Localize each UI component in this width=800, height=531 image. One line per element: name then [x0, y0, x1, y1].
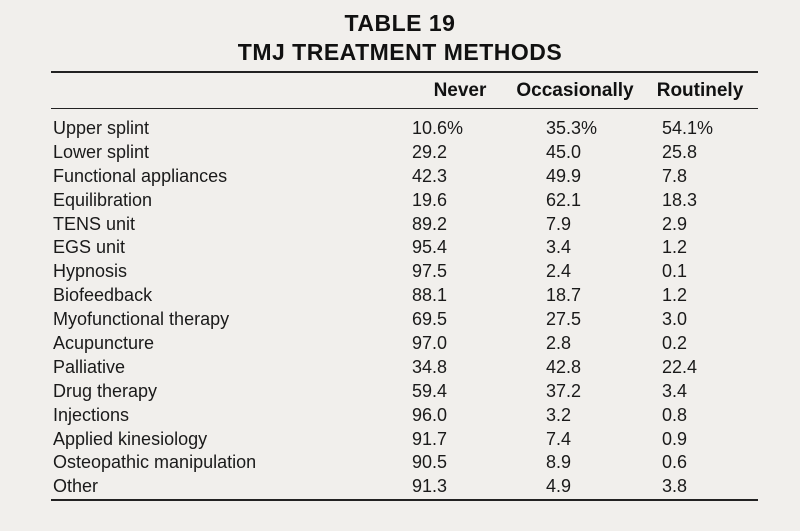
row-label: Hypnosis: [53, 261, 128, 282]
value-routinely: 22.4: [662, 356, 698, 377]
table-row: Acupuncture 97.0 2.8 0.2: [0, 332, 800, 356]
value-never: 97.0: [412, 333, 448, 354]
table-row: Drug therapy 59.4 37.2 3.4: [0, 380, 800, 404]
value-occasionally: 42.8: [546, 356, 582, 377]
table-row: Injections 96.0 3.2 0.8: [0, 404, 800, 428]
value-occasionally: 18.7: [546, 285, 582, 306]
top-rule: [51, 71, 758, 73]
table-row: EGS unit 95.4 3.4 1.2: [0, 236, 800, 260]
value-routinely: 18.3: [662, 189, 698, 210]
value-occasionally: 8.9: [546, 452, 572, 473]
table-number: TABLE 19: [344, 10, 456, 36]
value-routinely: 2.9: [662, 213, 688, 234]
value-routinely: 1.2: [662, 237, 688, 258]
value-never: 29.2: [412, 141, 448, 162]
value-never: 88.1: [412, 285, 448, 306]
value-routinely: 0.9: [662, 428, 688, 449]
value-routinely: 0.2: [662, 333, 688, 354]
value-occasionally: 62.1: [546, 189, 582, 210]
value-routinely: 0.8: [662, 404, 688, 425]
row-label: EGS unit: [53, 237, 126, 258]
row-label: Myofunctional therapy: [53, 309, 230, 330]
row-label: Equilibration: [53, 189, 153, 210]
value-never: 89.2: [412, 213, 448, 234]
table-row: Palliative 34.8 42.8 22.4: [0, 356, 800, 380]
table-title: TMJ TREATMENT METHODS: [237, 39, 563, 65]
value-never: 59.4: [412, 380, 448, 401]
value-never: 97.5: [412, 261, 448, 282]
table-row: TENS unit 89.2 7.9 2.9: [0, 213, 800, 237]
table-body: Upper splint 10.6% 35.3% 54.1% Lower splint 2…: [0, 117, 800, 499]
row-label: Drug therapy: [53, 380, 158, 401]
row-label: Palliative: [53, 356, 126, 377]
table-row: Myofunctional therapy 69.5 27.5 3.0: [0, 308, 800, 332]
value-occasionally: 2.8: [546, 333, 572, 354]
value-occasionally: 2.4: [546, 261, 572, 282]
value-occasionally: 37.2: [546, 380, 582, 401]
value-occasionally: 7.9: [546, 213, 572, 234]
table-row: Applied kinesiology 91.7 7.4 0.9: [0, 428, 800, 452]
column-header-never: Never: [433, 80, 487, 101]
value-routinely: 54.1%: [662, 118, 714, 138]
table-row: Osteopathic manipulation 90.5 8.9 0.6: [0, 451, 800, 475]
bottom-rule: [51, 499, 758, 501]
value-occasionally: 27.5: [546, 309, 582, 330]
value-routinely: 1.2: [662, 285, 688, 306]
value-occasionally: 7.4: [546, 428, 572, 449]
value-occasionally: 3.4: [546, 237, 572, 258]
value-routinely: 3.8: [662, 476, 688, 497]
value-never: 42.3: [412, 165, 448, 186]
row-label: Applied kinesiology: [53, 428, 208, 449]
value-occasionally: 4.9: [546, 476, 572, 497]
table-row: Lower splint 29.2 45.0 25.8: [0, 141, 800, 165]
value-never: 90.5: [412, 452, 448, 473]
value-occasionally: 3.2: [546, 404, 572, 425]
value-occasionally: 49.9: [546, 165, 582, 186]
value-occasionally: 35.3%: [546, 118, 598, 138]
value-routinely: 25.8: [662, 141, 698, 162]
value-occasionally: 45.0: [546, 141, 582, 162]
table-row: Equilibration 19.6 62.1 18.3: [0, 189, 800, 213]
value-never: 69.5: [412, 309, 448, 330]
value-routinely: 0.6: [662, 452, 688, 473]
row-label: TENS unit: [53, 213, 136, 234]
row-label: Upper splint: [53, 118, 150, 138]
row-label: Injections: [53, 404, 130, 425]
value-never: 10.6%: [412, 118, 464, 138]
table-row: Other 91.3 4.9 3.8: [0, 475, 800, 499]
table-row: Upper splint 10.6% 35.3% 54.1%: [0, 117, 800, 141]
table-row: Hypnosis 97.5 2.4 0.1: [0, 260, 800, 284]
value-routinely: 3.0: [662, 309, 688, 330]
value-routinely: 7.8: [662, 165, 688, 186]
row-label: Lower splint: [53, 141, 150, 162]
value-never: 19.6: [412, 189, 448, 210]
value-never: 91.7: [412, 428, 448, 449]
row-label: Functional appliances: [53, 165, 228, 186]
table-row: Biofeedback 88.1 18.7 1.2: [0, 284, 800, 308]
row-label: Osteopathic manipulation: [53, 452, 257, 473]
column-header-routinely: Routinely: [656, 80, 744, 101]
value-never: 96.0: [412, 404, 448, 425]
row-label: Biofeedback: [53, 285, 153, 306]
value-routinely: 0.1: [662, 261, 688, 282]
value-routinely: 3.4: [662, 380, 688, 401]
table-row: Functional appliances 42.3 49.9 7.8: [0, 165, 800, 189]
value-never: 34.8: [412, 356, 448, 377]
row-label: Other: [53, 476, 99, 497]
row-label: Acupuncture: [53, 333, 155, 354]
header-rule: [51, 108, 758, 109]
value-never: 91.3: [412, 476, 448, 497]
column-header-occasionally: Occasionally: [516, 80, 634, 101]
value-never: 95.4: [412, 237, 448, 258]
